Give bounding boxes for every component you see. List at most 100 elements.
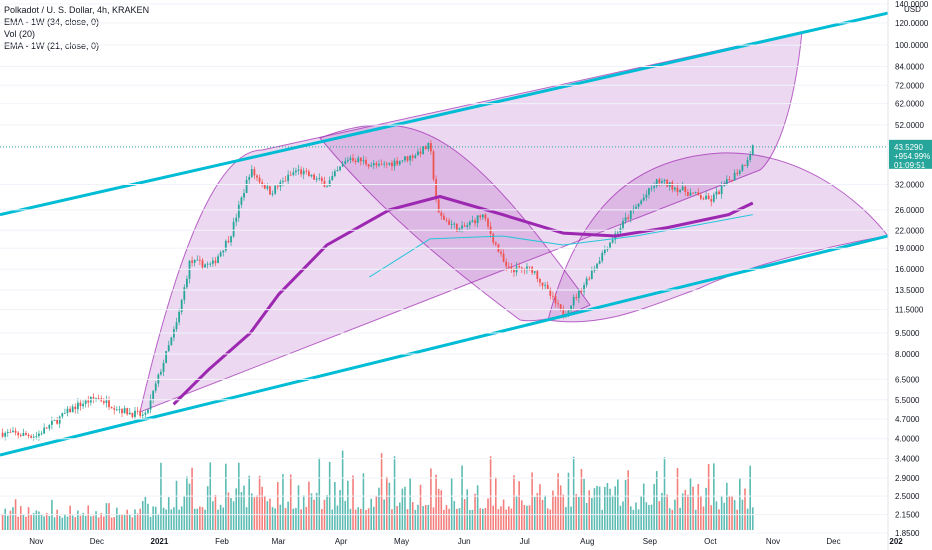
- volume-bar: [56, 509, 58, 530]
- volume-bar: [144, 496, 147, 530]
- volume-bar: [87, 505, 90, 530]
- volume-bar: [297, 485, 300, 530]
- volume-bar: [653, 484, 655, 530]
- candle-body: [113, 408, 116, 410]
- candle-body: [388, 162, 391, 165]
- candle-body: [258, 177, 261, 183]
- candle-body: [141, 414, 144, 416]
- candle-body: [492, 233, 495, 243]
- volume-bar: [266, 501, 269, 530]
- volume-bar: [694, 509, 697, 530]
- candle-body: [375, 163, 378, 166]
- volume-bar: [32, 513, 35, 530]
- candle-body: [359, 157, 362, 162]
- candle-body: [339, 166, 341, 171]
- candle-body: [256, 175, 258, 178]
- candle-body: [723, 184, 726, 186]
- price-tag-price: 43.5290: [894, 143, 923, 152]
- candle-body: [227, 240, 230, 243]
- candle-body: [160, 371, 162, 375]
- volume-bar: [409, 478, 411, 530]
- candle-body: [598, 260, 601, 264]
- candle-body: [702, 198, 705, 200]
- volume-bar: [250, 493, 253, 530]
- volume-bar: [12, 507, 14, 530]
- time-tick-label: Apr: [335, 537, 348, 546]
- candle-body: [230, 236, 232, 243]
- price-tick-label: 5.5000: [895, 396, 920, 405]
- candle-body: [76, 402, 79, 410]
- candle-body: [663, 179, 666, 182]
- candle-body: [507, 266, 510, 268]
- price-tick-label: 16.0000: [895, 265, 924, 274]
- volume-bar: [321, 509, 323, 530]
- candle-body: [539, 279, 541, 283]
- volume-bar: [27, 507, 30, 530]
- candle-body: [577, 289, 580, 299]
- candle-body: [245, 179, 248, 193]
- candle-body: [676, 187, 679, 192]
- volume-bars: [1, 450, 754, 530]
- candle-body: [712, 194, 715, 202]
- candle-body: [310, 174, 313, 177]
- time-tick-label: 202: [889, 537, 903, 546]
- volume-bar: [482, 508, 484, 530]
- volume-bar: [552, 490, 554, 530]
- volume-bar: [726, 482, 728, 530]
- candle-body: [536, 271, 539, 280]
- legend-ema-21[interactable]: EMA - 1W (21, close, 0): [4, 41, 100, 51]
- volume-bar: [103, 516, 105, 530]
- legend-ema-34[interactable]: EMA - 1W (34, close, 0): [4, 17, 100, 27]
- candle-body: [736, 172, 739, 174]
- volume-bar: [289, 474, 292, 530]
- volume-bar: [443, 509, 445, 530]
- volume-bar: [128, 514, 131, 530]
- volume-bar: [635, 502, 637, 530]
- volume-bar: [367, 508, 370, 530]
- volume-bar: [510, 508, 513, 530]
- candle-body: [671, 182, 674, 190]
- volume-bar: [655, 471, 658, 530]
- volume-bar: [157, 513, 160, 530]
- candle-body: [56, 420, 59, 424]
- volume-bar: [445, 505, 448, 530]
- volume-bar: [526, 505, 528, 530]
- candle-body: [282, 180, 284, 182]
- candle-body: [398, 160, 401, 165]
- volume-bar: [432, 507, 435, 530]
- volume-bar: [715, 501, 718, 530]
- candle-body: [69, 408, 71, 413]
- candle-body: [40, 433, 43, 435]
- volume-bar: [476, 485, 479, 530]
- volume-bar: [458, 508, 461, 530]
- candle-body: [487, 218, 489, 227]
- candle-body: [9, 432, 12, 433]
- volume-bar: [598, 486, 601, 530]
- candle-body: [650, 187, 653, 189]
- volume-bar: [121, 514, 123, 530]
- price-tick-label: 120.0000: [895, 19, 929, 28]
- volume-bar: [282, 474, 284, 530]
- volume-bar: [531, 472, 533, 530]
- candle-body: [313, 174, 315, 180]
- legend-symbol[interactable]: Polkadot / U. S. Dollar, 4h, KRAKEN: [4, 5, 150, 15]
- volume-bar: [539, 484, 541, 530]
- volume-bar: [611, 495, 614, 530]
- candle-body: [424, 146, 427, 150]
- volume-bar: [609, 488, 611, 530]
- candle-body: [666, 179, 669, 187]
- volume-bar: [591, 497, 593, 530]
- price-tick-label: 4.0000: [895, 435, 920, 444]
- candle-body: [134, 410, 136, 417]
- candles: [1, 139, 754, 441]
- candle-body: [432, 151, 435, 180]
- legend-volume[interactable]: Vol (20): [4, 29, 36, 39]
- candle-body: [315, 178, 318, 180]
- candle-body: [575, 297, 578, 299]
- volume-bar: [136, 513, 139, 530]
- volume-bar: [22, 514, 25, 530]
- volume-bar: [479, 508, 482, 530]
- candle-body: [118, 409, 121, 410]
- volume-bar: [453, 501, 456, 530]
